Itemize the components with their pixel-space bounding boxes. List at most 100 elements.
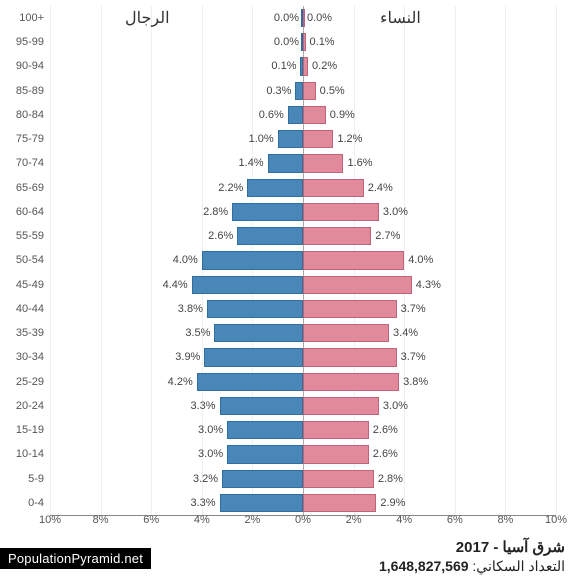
pyramid-row: 95-990.0%0.1% [50,30,556,54]
male-bar [288,106,303,124]
population-value: 1,648,827,569 [379,558,469,574]
male-value-label: 0.6% [259,103,284,127]
female-bar [303,348,397,366]
male-bar [227,445,303,463]
female-bar [303,373,399,391]
x-tick-label: 0% [295,514,311,526]
female-bar [303,33,306,51]
pyramid-row: 85-890.3%0.5% [50,79,556,103]
legend-male: الرجال [125,8,170,28]
age-label: 10-14 [0,442,44,466]
male-bar [247,179,303,197]
age-label: 5-9 [0,467,44,491]
x-tick-label: 6% [143,514,159,526]
age-label: 35-39 [0,321,44,345]
female-bar [303,300,397,318]
female-value-label: 4.3% [416,273,441,297]
female-bar [303,324,389,342]
pyramid-row: 10-143.0%2.6% [50,442,556,466]
male-bar [220,494,303,512]
female-bar [303,470,374,488]
age-label: 50-54 [0,248,44,272]
male-bar [295,82,303,100]
age-label: 75-79 [0,127,44,151]
pyramid-row: 75-791.0%1.2% [50,127,556,151]
x-tick-label: 4% [396,514,412,526]
legend-female: النساء [380,8,421,28]
male-bar [237,227,303,245]
female-bar [303,106,326,124]
male-value-label: 4.4% [163,273,188,297]
age-label: 55-59 [0,224,44,248]
male-value-label: 4.2% [168,370,193,394]
female-bar [303,251,404,269]
female-value-label: 1.6% [347,151,372,175]
male-value-label: 3.8% [178,297,203,321]
male-value-label: 3.3% [190,394,215,418]
age-label: 100+ [0,6,44,30]
age-label: 70-74 [0,151,44,175]
pyramid-row: 45-494.4%4.3% [50,273,556,297]
female-value-label: 2.6% [373,418,398,442]
age-label: 45-49 [0,273,44,297]
male-value-label: 0.1% [271,54,296,78]
male-value-label: 1.0% [249,127,274,151]
female-value-label: 0.9% [330,103,355,127]
source-badge[interactable]: PopulationPyramid.net [0,548,151,569]
pyramid-row: 15-193.0%2.6% [50,418,556,442]
female-value-label: 2.9% [380,491,405,515]
population-footer: التعداد السكاني: 1,648,827,569 [379,558,565,575]
female-value-label: 0.1% [310,30,335,54]
female-value-label: 2.6% [373,442,398,466]
x-tick-label: 4% [194,514,210,526]
male-bar [268,154,303,172]
male-bar [197,373,303,391]
x-tick-label: 8% [93,514,109,526]
male-bar [220,397,303,415]
age-label: 25-29 [0,370,44,394]
female-bar [303,154,343,172]
male-value-label: 0.3% [266,79,291,103]
male-bar [214,324,303,342]
male-bar [232,203,303,221]
male-value-label: 3.0% [198,442,223,466]
female-value-label: 3.7% [401,297,426,321]
pyramid-row: 65-692.2%2.4% [50,176,556,200]
female-value-label: 4.0% [408,248,433,272]
male-value-label: 2.2% [218,176,243,200]
x-tick-label: 10% [545,514,567,526]
pyramid-row: 55-592.6%2.7% [50,224,556,248]
pyramid-row: 70-741.4%1.6% [50,151,556,175]
male-value-label: 0.0% [274,30,299,54]
female-value-label: 1.2% [337,127,362,151]
pyramid-row: 20-243.3%3.0% [50,394,556,418]
male-value-label: 3.9% [175,345,200,369]
pyramid-row: 35-393.5%3.4% [50,321,556,345]
female-bar [303,9,305,27]
female-value-label: 2.7% [375,224,400,248]
female-value-label: 2.8% [378,467,403,491]
pyramid-row: 30-343.9%3.7% [50,345,556,369]
pyramid-row: 40-443.8%3.7% [50,297,556,321]
female-bar [303,179,364,197]
age-label: 85-89 [0,79,44,103]
female-value-label: 0.5% [320,79,345,103]
female-value-label: 3.0% [383,200,408,224]
grid-line [556,6,557,515]
male-value-label: 3.5% [185,321,210,345]
male-value-label: 2.6% [208,224,233,248]
female-bar [303,445,369,463]
female-value-label: 0.0% [307,6,332,30]
pyramid-row: 5-93.2%2.8% [50,467,556,491]
chart-container: 100+0.0%0.0%95-990.0%0.1%90-940.1%0.2%85… [0,0,575,581]
male-bar [207,300,303,318]
female-bar [303,227,371,245]
female-value-label: 3.4% [393,321,418,345]
female-value-label: 0.2% [312,54,337,78]
male-value-label: 1.4% [239,151,264,175]
pyramid-row: 60-642.8%3.0% [50,200,556,224]
x-tick-label: 8% [497,514,513,526]
female-bar [303,421,369,439]
x-tick-label: 2% [244,514,260,526]
plot-area: 100+0.0%0.0%95-990.0%0.1%90-940.1%0.2%85… [50,6,556,515]
